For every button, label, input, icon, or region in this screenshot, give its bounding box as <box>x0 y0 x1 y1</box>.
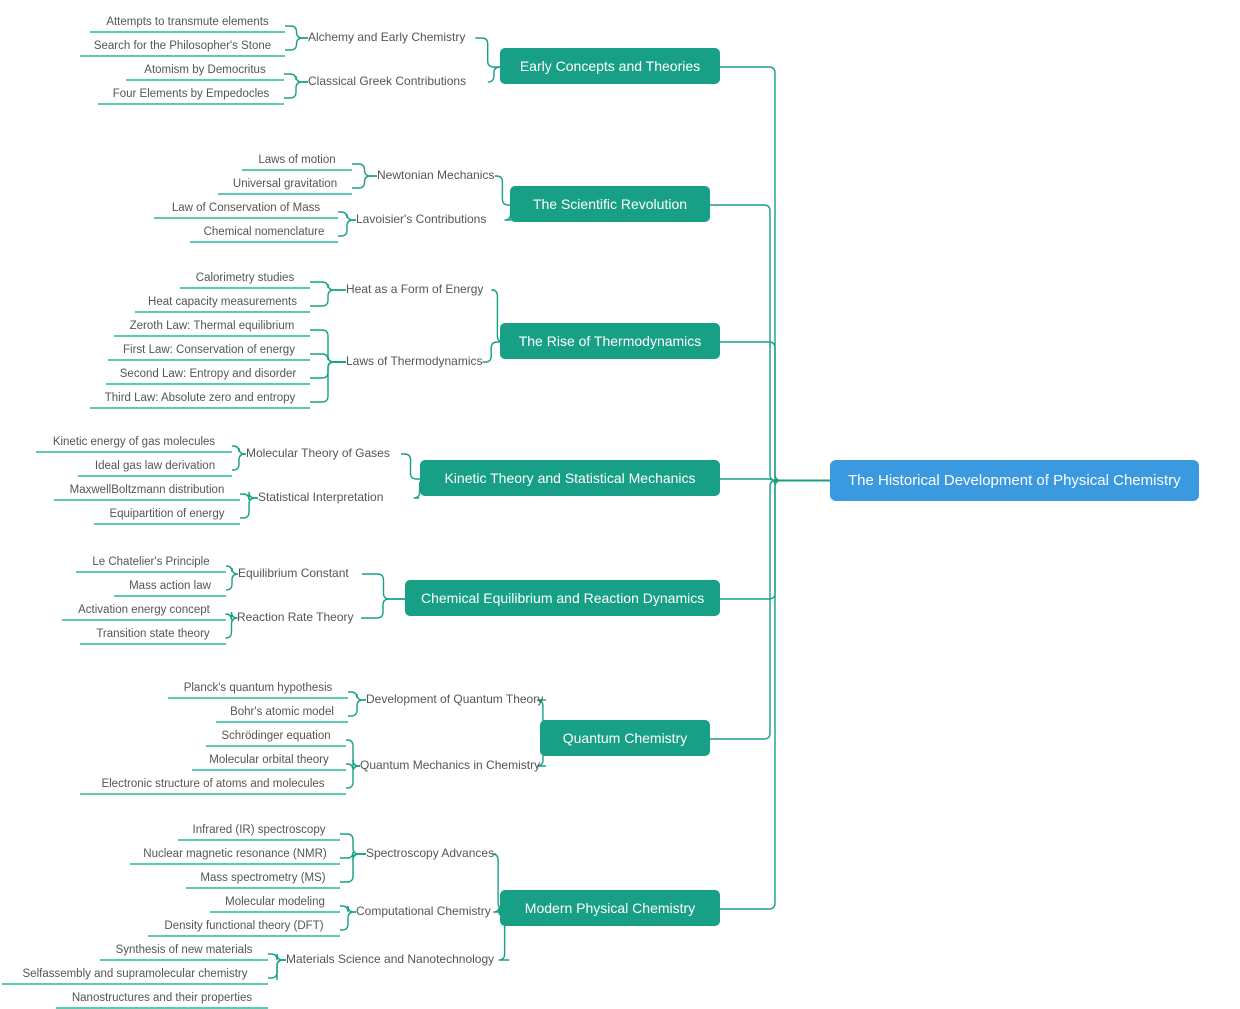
leaf-node: Schrödinger equation <box>206 728 346 747</box>
leaf-node: Bohr's atomic model <box>216 704 348 723</box>
sub-label: Quantum Mechanics in Chemistry <box>360 758 540 772</box>
leaf-node: Density functional theory (DFT) <box>148 918 340 937</box>
root-node: The Historical Development of Physical C… <box>830 460 1199 501</box>
leaf-node: Le Chatelier's Principle <box>76 554 226 573</box>
leaf-node: Heat capacity measurements <box>135 294 310 313</box>
branch-node: The Scientific Revolution <box>510 186 710 222</box>
leaf-node: Selfassembly and supramolecular chemistr… <box>2 966 268 985</box>
sub-label: Materials Science and Nanotechnology <box>286 952 494 966</box>
leaf-node: Search for the Philosopher's Stone <box>80 38 285 57</box>
sub-label: Computational Chemistry <box>356 904 491 918</box>
leaf-node: Third Law: Absolute zero and entropy <box>90 390 310 409</box>
leaf-node: Atomism by Democritus <box>126 62 284 81</box>
branch-node: Chemical Equilibrium and Reaction Dynami… <box>405 580 720 616</box>
sub-label: Spectroscopy Advances <box>366 846 494 860</box>
sub-label: Reaction Rate Theory <box>237 610 354 624</box>
sub-label: Lavoisier's Contributions <box>356 212 486 226</box>
branch-node: Quantum Chemistry <box>540 720 710 756</box>
leaf-node: Attempts to transmute elements <box>90 14 285 33</box>
leaf-node: Laws of motion <box>242 152 352 171</box>
leaf-node: Electronic structure of atoms and molecu… <box>80 776 346 795</box>
leaf-node: Synthesis of new materials <box>100 942 268 961</box>
leaf-node: Chemical nomenclature <box>190 224 338 243</box>
sub-label: Classical Greek Contributions <box>308 74 466 88</box>
leaf-node: First Law: Conservation of energy <box>108 342 310 361</box>
sub-label: Statistical Interpretation <box>258 490 383 504</box>
leaf-node: Nuclear magnetic resonance (NMR) <box>130 846 340 865</box>
leaf-node: Kinetic energy of gas molecules <box>36 434 232 453</box>
sub-label: Heat as a Form of Energy <box>346 282 483 296</box>
leaf-node: Activation energy concept <box>62 602 226 621</box>
leaf-node: Transition state theory <box>80 626 226 645</box>
leaf-node: Molecular orbital theory <box>192 752 346 771</box>
sub-label: Alchemy and Early Chemistry <box>308 30 465 44</box>
branch-node: The Rise of Thermodynamics <box>500 323 720 359</box>
leaf-node: Second Law: Entropy and disorder <box>106 366 310 385</box>
sub-label: Development of Quantum Theory <box>366 692 543 706</box>
leaf-node: Calorimetry studies <box>180 270 310 289</box>
leaf-node: Mass action law <box>114 578 226 597</box>
leaf-node: Four Elements by Empedocles <box>98 86 284 105</box>
leaf-node: Zeroth Law: Thermal equilibrium <box>114 318 310 337</box>
leaf-node: Molecular modeling <box>210 894 340 913</box>
leaf-node: Infrared (IR) spectroscopy <box>178 822 340 841</box>
sub-label: Equilibrium Constant <box>238 566 349 580</box>
branch-node: Modern Physical Chemistry <box>500 890 720 926</box>
leaf-node: MaxwellBoltzmann distribution <box>54 482 240 501</box>
sub-label: Newtonian Mechanics <box>377 168 494 182</box>
branch-node: Early Concepts and Theories <box>500 48 720 84</box>
sub-label: Molecular Theory of Gases <box>246 446 390 460</box>
leaf-node: Law of Conservation of Mass <box>154 200 338 219</box>
leaf-node: Equipartition of energy <box>94 506 240 525</box>
leaf-node: Ideal gas law derivation <box>78 458 232 477</box>
leaf-node: Planck's quantum hypothesis <box>168 680 348 699</box>
leaf-node: Universal gravitation <box>218 176 352 195</box>
leaf-node: Nanostructures and their properties <box>56 990 268 1009</box>
branch-node: Kinetic Theory and Statistical Mechanics <box>420 460 720 496</box>
leaf-node: Mass spectrometry (MS) <box>186 870 340 889</box>
sub-label: Laws of Thermodynamics <box>346 354 483 368</box>
